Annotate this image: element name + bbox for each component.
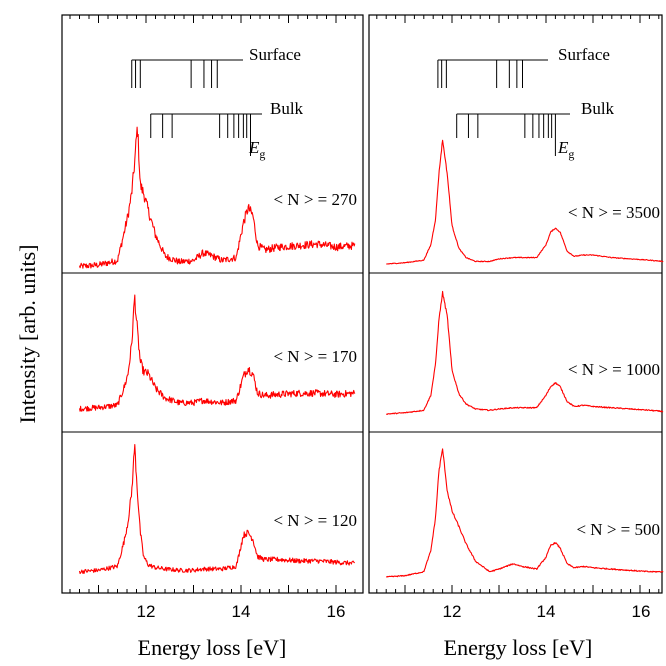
gap-label-left: Eg xyxy=(248,138,265,161)
y-axis-title: Intensity [arb. units] xyxy=(15,244,40,423)
bulk-label-right: Bulk xyxy=(581,99,615,118)
panel-label-right-1: < N > = 3500 xyxy=(568,203,660,222)
bulk-label-left: Bulk xyxy=(270,99,304,118)
surface-label-right: Surface xyxy=(558,45,610,64)
curves-right xyxy=(386,139,664,578)
x-tick-label-left-16: 16 xyxy=(327,602,346,621)
surface-label-left: Surface xyxy=(249,45,301,64)
gap-label-right: Eg xyxy=(557,138,574,161)
gap-label-left-main: E xyxy=(248,138,260,157)
panel-label-left-1: < N > = 270 xyxy=(273,190,357,209)
spectrum-line xyxy=(386,290,664,415)
spectrum-line xyxy=(78,294,356,412)
frame-left xyxy=(61,14,364,594)
levels-left xyxy=(131,59,262,156)
gap-label-left-sub: g xyxy=(259,147,265,161)
chart-left: Surface Bulk Eg < N > = 270 < N > = 170 … xyxy=(61,14,364,660)
x-tick-label-right-16: 16 xyxy=(632,602,651,621)
spectrum-line xyxy=(78,126,356,269)
x-tick-label-left-12: 12 xyxy=(137,602,156,621)
x-axis-title-right: Energy loss [eV] xyxy=(444,635,593,660)
x-tick-label-left-14: 14 xyxy=(232,602,251,621)
panel-label-left-3: < N > = 120 xyxy=(273,511,357,530)
spectrum-line xyxy=(386,448,664,578)
spectrum-line xyxy=(78,444,355,575)
levels-right xyxy=(437,59,570,156)
panel-label-right-2: < N > = 1000 xyxy=(568,360,660,379)
gap-label-right-main: E xyxy=(557,138,569,157)
frame-right xyxy=(368,14,663,594)
ticks-left xyxy=(69,15,356,593)
panel-label-left-2: < N > = 170 xyxy=(273,347,357,366)
x-tick-label-right-12: 12 xyxy=(443,602,462,621)
panel-label-right-3: < N > = 500 xyxy=(576,520,660,539)
x-tick-label-right-14: 14 xyxy=(537,602,556,621)
curves-left xyxy=(78,126,356,575)
ticks-right xyxy=(376,15,660,593)
gap-label-right-sub: g xyxy=(568,147,574,161)
x-axis-title-left: Energy loss [eV] xyxy=(138,635,287,660)
chart-right: Surface Bulk Eg < N > = 3500 < N > = 100… xyxy=(368,14,664,660)
spectrum-line xyxy=(386,139,664,265)
